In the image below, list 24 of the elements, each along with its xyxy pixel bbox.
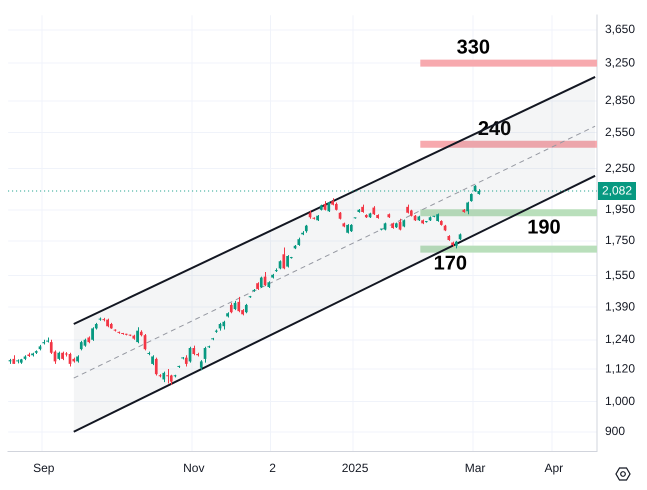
x-tick-label: Mar bbox=[464, 461, 486, 476]
y-tick-label: 3,250 bbox=[604, 55, 636, 70]
y-tick-label: 1,390 bbox=[604, 299, 636, 314]
y-tick-label: 1,240 bbox=[604, 332, 636, 346]
y-tick-label: 1,550 bbox=[604, 268, 636, 282]
y-tick-label: 1,000 bbox=[604, 394, 636, 408]
x-tick-label: 2025 bbox=[342, 461, 369, 476]
y-tick-label: 900 bbox=[604, 424, 626, 438]
candlestick bbox=[8, 358, 12, 364]
x-tick-label: Sep bbox=[33, 461, 55, 476]
y-tick-label: 3,650 bbox=[604, 22, 636, 36]
x-tick-label: Apr bbox=[544, 461, 564, 476]
annotation: 330 bbox=[456, 36, 490, 59]
annotation: 170 bbox=[434, 252, 468, 275]
y-tick-label: 1,950 bbox=[604, 202, 636, 216]
y-tick-label: 1,120 bbox=[604, 361, 636, 376]
y-tick-label: 2,550 bbox=[604, 125, 636, 140]
x-tick-label: Nov bbox=[183, 461, 204, 476]
y-tick-label: 2,250 bbox=[604, 161, 636, 175]
y-tick-label: 1,750 bbox=[604, 233, 636, 248]
x-tick-label: 2 bbox=[269, 461, 276, 476]
y-tick-label: 2,850 bbox=[604, 93, 636, 108]
ref-line-label: 2,082 bbox=[602, 183, 632, 198]
annotation: 190 bbox=[527, 216, 561, 238]
